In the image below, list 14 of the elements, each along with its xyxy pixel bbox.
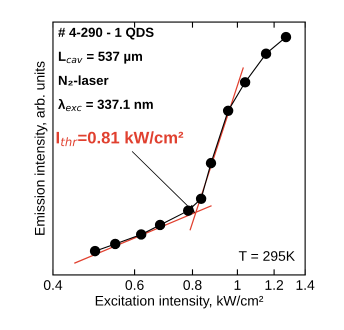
x-axis-title: Excitation intensity, kW/cm² [96, 295, 264, 308]
annotation: T = 295K [238, 251, 295, 261]
x-tick-label: 0.4 [44, 280, 62, 290]
x-tick-label: 0.8 [183, 280, 202, 290]
annotation: L$_{cav}$ = 537 µm [58, 52, 142, 64]
x-tick-label: 1.2 [266, 280, 284, 290]
annotation: I$_{thr}$=0.81 kW/cm² [56, 131, 184, 146]
x-tick-label: 0.6 [125, 280, 144, 290]
x-tick-label: 1.4 [296, 280, 314, 290]
y-axis-title: Emission intensity, arb. units [34, 62, 48, 235]
annotation: N₂-laser [58, 75, 108, 86]
x-tick-label: 1 [234, 280, 241, 290]
annotation: # 4-290 - 1 QDS [58, 28, 154, 40]
annotation: λ$_{exc}$ = 337.1 nm [58, 98, 153, 112]
